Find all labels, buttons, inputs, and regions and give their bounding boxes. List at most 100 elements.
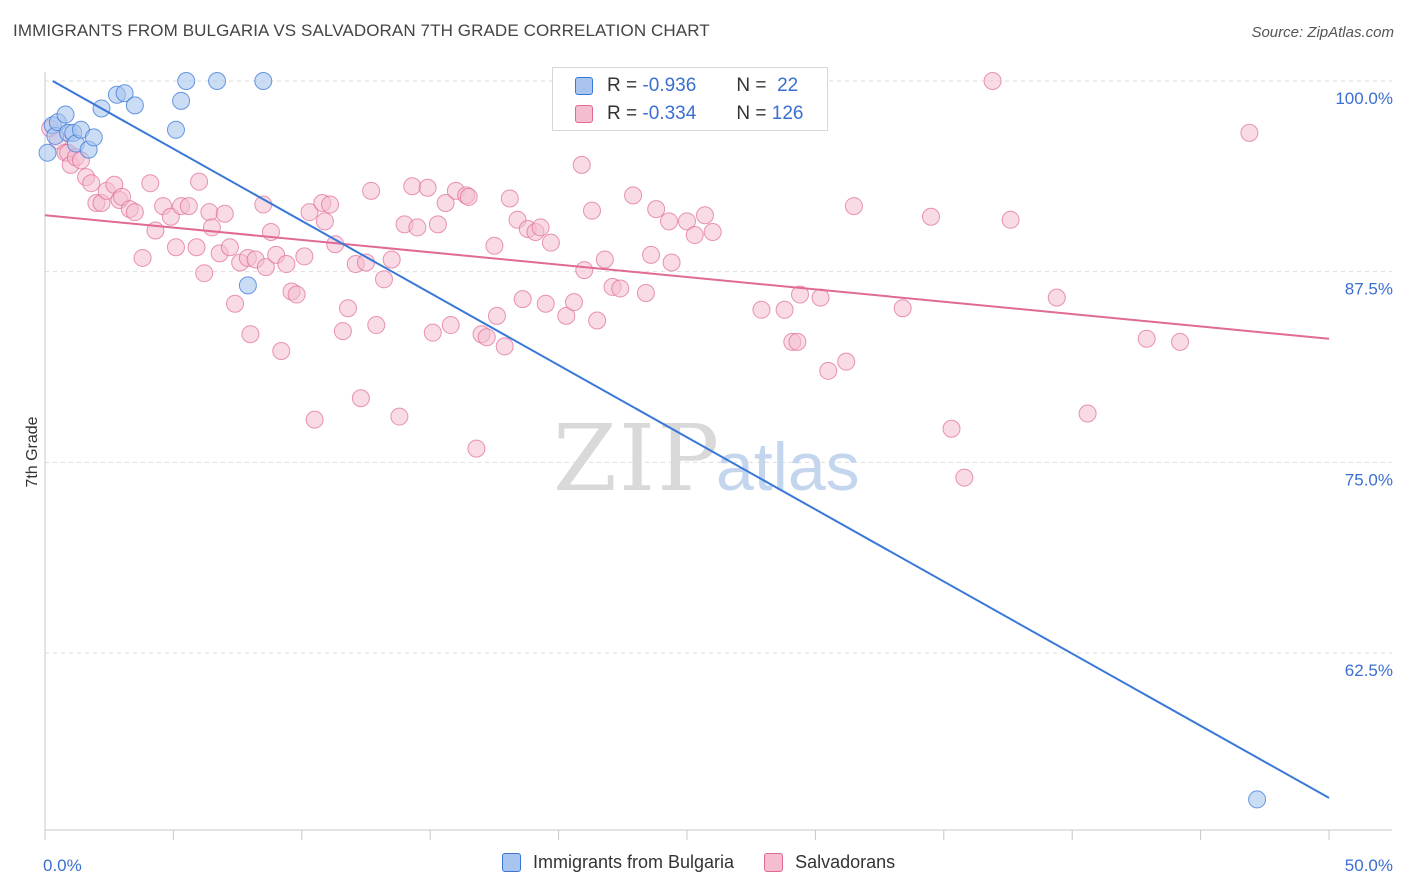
salvadorans-point-24 xyxy=(179,197,198,216)
y-tick-label-1: 87.5% xyxy=(1345,280,1393,299)
salvadorans-point-29 xyxy=(202,218,221,237)
legend-n-value-salvadorans: 126 xyxy=(771,103,804,124)
series-legend-salvadorans: Salvadorans xyxy=(764,852,895,873)
salvadorans-point-90 xyxy=(572,155,591,174)
series-label-salvadorans: Salvadorans xyxy=(795,852,896,872)
salvadorans-point-50 xyxy=(315,212,334,231)
salvadorans-point-113 xyxy=(819,361,838,380)
bulgaria-point-16 xyxy=(172,91,191,110)
salvadorans-point-17 xyxy=(133,248,152,267)
salvadorans-point-31 xyxy=(215,204,234,223)
salvadorans-point-94 xyxy=(595,250,614,269)
bulgaria-point-21 xyxy=(1248,790,1267,809)
salvadorans-point-56 xyxy=(351,389,370,408)
salvadorans-point-60 xyxy=(374,270,393,289)
salvadorans-trend-line xyxy=(44,214,1330,340)
salvadorans-point-25 xyxy=(187,238,206,257)
salvadorans-point-98 xyxy=(636,284,655,303)
salvadorans-point-77 xyxy=(485,236,504,255)
salvadorans-point-100 xyxy=(647,200,666,219)
salvadorans-point-99 xyxy=(642,245,661,264)
salvadorans-point-104 xyxy=(685,226,704,245)
chart-title: IMMIGRANTS FROM BULGARIA VS SALVADORAN 7… xyxy=(13,21,710,40)
series-legend: Immigrants from Bulgaria Salvadorans xyxy=(502,852,925,873)
correlation-legend: R = -0.936 N = 22 R = -0.334 N = 126 xyxy=(552,67,828,131)
salvadorans-point-32 xyxy=(220,238,239,257)
salvadorans-point-28 xyxy=(200,203,219,222)
salvadorans-point-126 xyxy=(1240,123,1259,142)
salvadorans-point-16 xyxy=(125,203,144,222)
bulgaria-point-0 xyxy=(38,143,57,162)
tick-labels: 100.0% 87.5% 75.0% 62.5% 0.0% 50.0% xyxy=(43,89,1393,875)
bulgaria-point-14 xyxy=(125,96,144,115)
salvadorans-point-54 xyxy=(339,299,358,318)
salvadorans-point-82 xyxy=(513,290,532,309)
salvadorans-point-78 xyxy=(487,306,506,325)
salvadorans-point-26 xyxy=(190,172,209,191)
salvadorans-point-47 xyxy=(300,203,319,222)
salvadorans-point-76 xyxy=(477,328,496,347)
legend-swatch-blue xyxy=(575,77,593,95)
series-swatch-blue xyxy=(502,853,521,872)
salvadorans-point-59 xyxy=(367,316,386,335)
salvadorans-point-125 xyxy=(983,72,1002,90)
legend-n-label: N = xyxy=(736,103,767,124)
salvadorans-point-105 xyxy=(695,206,714,225)
salvadorans-point-91 xyxy=(575,261,594,280)
salvadorans-point-121 xyxy=(1047,288,1066,307)
watermark-zip: ZIP xyxy=(553,405,721,512)
legend-swatch-pink xyxy=(575,105,593,123)
salvadorans-point-18 xyxy=(141,174,160,193)
legend-n-value-bulgaria: 22 xyxy=(777,75,799,96)
salvadorans-point-64 xyxy=(403,177,422,196)
salvadorans-point-92 xyxy=(582,201,601,220)
salvadorans-point-42 xyxy=(272,341,291,360)
salvadorans-point-33 xyxy=(226,294,245,313)
salvadorans-point-61 xyxy=(382,250,401,269)
legend-r-label: R = xyxy=(607,75,638,96)
salvadorans-point-86 xyxy=(536,294,555,313)
salvadorans-point-89 xyxy=(565,293,584,312)
salvadorans-point-8 xyxy=(82,174,101,193)
grid-lines xyxy=(45,80,1392,654)
salvadorans-point-27 xyxy=(195,264,214,283)
y-tick-label-2: 75.0% xyxy=(1345,470,1393,489)
salvadorans-point-36 xyxy=(241,325,260,344)
salvadorans-point-68 xyxy=(428,215,447,234)
salvadorans-point-48 xyxy=(305,410,324,429)
salvadorans-point-43 xyxy=(277,255,296,274)
salvadorans-point-106 xyxy=(703,223,722,242)
salvadorans-point-118 xyxy=(942,419,961,438)
salvadorans-point-101 xyxy=(660,212,679,231)
salvadorans-point-114 xyxy=(844,197,863,216)
salvadorans-point-116 xyxy=(893,299,912,318)
salvadorans-point-97 xyxy=(624,186,643,205)
bulgaria-points xyxy=(38,72,1267,809)
bulgaria-point-20 xyxy=(254,72,273,90)
x-tick-label-min: 0.0% xyxy=(43,856,82,875)
salvadorans-point-123 xyxy=(1137,329,1156,348)
bulgaria-point-17 xyxy=(177,72,196,90)
bulgaria-point-4 xyxy=(56,105,75,124)
salvadorans-point-80 xyxy=(500,189,519,208)
salvadorans-point-46 xyxy=(295,247,314,266)
trend-lines xyxy=(44,80,1330,799)
salvadorans-point-120 xyxy=(1001,210,1020,229)
salvadorans-point-85 xyxy=(531,218,550,237)
series-label-bulgaria: Immigrants from Bulgaria xyxy=(533,852,735,872)
salvadorans-point-51 xyxy=(321,195,340,214)
salvadorans-point-117 xyxy=(921,207,940,226)
salvadorans-point-62 xyxy=(390,407,409,426)
salvadorans-point-73 xyxy=(459,187,478,206)
salvadorans-point-39 xyxy=(256,258,275,277)
salvadorans-point-93 xyxy=(588,311,607,330)
legend-r-value-bulgaria: -0.936 xyxy=(642,75,697,96)
salvadorans-point-119 xyxy=(955,468,974,487)
legend-row-bulgaria: R = -0.936 N = 22 xyxy=(575,73,798,99)
y-tick-label-0: 100.0% xyxy=(1335,89,1393,108)
salvadorans-points xyxy=(41,72,1259,487)
salvadorans-point-22 xyxy=(166,238,185,257)
salvadorans-point-66 xyxy=(418,178,437,197)
source-label: Source: ZipAtlas.com xyxy=(1251,24,1394,41)
